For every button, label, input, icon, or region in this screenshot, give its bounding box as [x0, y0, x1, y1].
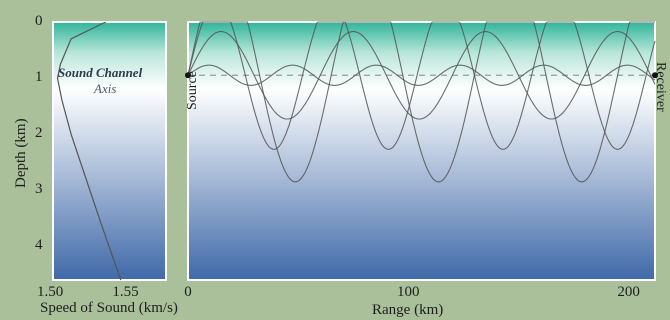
- range-tick-label: 100: [397, 285, 420, 300]
- source-label: Source: [186, 71, 200, 110]
- sound-channel-label: Sound Channel: [58, 66, 142, 79]
- depth-axis-title: Depth (km): [14, 118, 29, 188]
- depth-tick-label: 2: [35, 126, 43, 141]
- depth-tick-label: 1: [35, 70, 43, 85]
- ray-paths-panel: [185, 22, 658, 280]
- range-tick-label: 0: [184, 285, 192, 300]
- depth-tick-label: 3: [35, 182, 43, 197]
- speed-axis-title: Speed of Sound (km/s): [40, 301, 178, 316]
- depth-tick-label: 0: [35, 14, 43, 29]
- range-axis-title: Range (km): [372, 303, 443, 318]
- sound-channel-axis-label: Axis: [94, 82, 116, 95]
- receiver-label: Receiver: [653, 62, 667, 112]
- speed-tick-label: 1.50: [37, 285, 63, 300]
- range-tick-label: 200: [617, 285, 640, 300]
- depth-tick-label: 4: [35, 238, 43, 253]
- speed-panel-water: [53, 22, 166, 280]
- speed-tick-label: 1.55: [112, 285, 138, 300]
- speed-profile-panel: [53, 22, 166, 280]
